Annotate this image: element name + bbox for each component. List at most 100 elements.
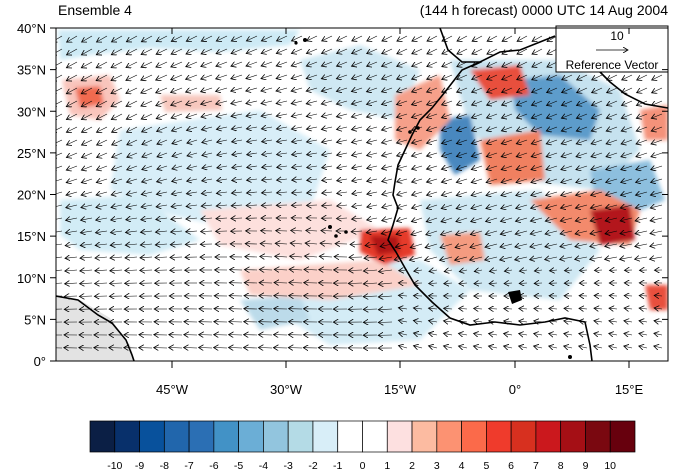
wind-vector xyxy=(442,101,453,105)
wind-vector xyxy=(456,205,468,209)
colorbar-swatch xyxy=(188,420,215,453)
wind-vector xyxy=(367,75,378,79)
colorbar-label: -6 xyxy=(209,460,218,471)
wind-vector xyxy=(560,257,573,260)
wind-vector xyxy=(546,153,558,157)
wind-vector xyxy=(532,35,543,41)
wind-vector xyxy=(246,35,258,41)
wind-vector xyxy=(378,283,393,284)
wind-vector xyxy=(82,139,93,145)
wind-vector xyxy=(322,179,333,181)
wind-vector xyxy=(470,257,483,260)
wind-vector xyxy=(427,88,438,92)
wind-vector xyxy=(97,139,108,145)
wind-vector xyxy=(337,127,348,130)
wind-vector xyxy=(217,140,228,142)
wind-vector xyxy=(622,74,633,80)
wind-vector xyxy=(246,101,258,104)
wind-vector xyxy=(531,127,543,131)
wind-vector xyxy=(550,270,558,271)
lat-label: 40°N xyxy=(17,21,46,36)
wind-vector xyxy=(575,205,588,208)
wind-vector xyxy=(575,231,588,234)
wind-vector xyxy=(441,166,453,169)
wind-vector xyxy=(412,153,423,156)
wind-vector xyxy=(352,179,363,181)
wind-vector xyxy=(516,140,528,144)
wind-vector xyxy=(171,61,183,67)
colorbar-label: 9 xyxy=(583,460,589,471)
wind-vector xyxy=(651,179,663,182)
wind-vector xyxy=(621,192,633,195)
wind-vector xyxy=(412,88,423,92)
colorbar-swatch xyxy=(510,420,537,453)
wind-vector xyxy=(409,257,423,260)
wind-vector xyxy=(337,140,348,142)
wind-vector xyxy=(96,218,108,220)
wind-vector xyxy=(352,166,363,168)
wind-vector xyxy=(262,192,273,193)
wind-vector xyxy=(336,101,348,104)
wind-vector xyxy=(157,166,168,169)
wind-vector xyxy=(322,192,333,193)
wind-vector xyxy=(519,321,528,322)
wind-vector xyxy=(231,205,243,206)
wind-vector xyxy=(156,231,168,232)
wind-vector xyxy=(620,244,633,247)
wind-vector xyxy=(156,74,168,80)
wind-vector xyxy=(56,152,63,158)
wind-vector xyxy=(444,346,453,348)
wind-vector xyxy=(502,61,513,67)
wind-vector xyxy=(652,87,663,93)
wind-vector xyxy=(275,256,288,257)
wind-vector xyxy=(56,269,63,271)
wind-vector xyxy=(456,153,468,157)
wind-vector xyxy=(577,100,588,106)
wind-vector xyxy=(591,114,603,118)
colorbar-swatch xyxy=(213,420,239,453)
wind-vector xyxy=(96,179,108,183)
wind-vector xyxy=(336,75,348,79)
wind-vector xyxy=(382,218,393,221)
wind-vector xyxy=(127,153,138,157)
wind-vector xyxy=(378,322,393,323)
wind-vector xyxy=(397,114,408,117)
wind-vector xyxy=(531,192,543,195)
wind-vector xyxy=(398,295,408,296)
longitude-axis: 45°W 30°W 15°W 0° 15°E xyxy=(156,28,643,397)
wind-vector xyxy=(594,321,603,322)
colorbar-label: 4 xyxy=(459,460,465,471)
wind-vector xyxy=(291,62,303,66)
coast-iberia xyxy=(439,28,556,63)
wind-vector xyxy=(579,346,588,348)
wind-vector xyxy=(382,48,393,54)
wind-vector xyxy=(427,127,438,131)
wind-vector xyxy=(262,140,273,142)
wind-vector xyxy=(560,231,573,234)
colorbar-swatch xyxy=(312,420,339,453)
wind-vector xyxy=(516,205,528,208)
wind-vector xyxy=(519,308,528,309)
wind-vector xyxy=(81,48,93,55)
wind-vector xyxy=(67,35,78,42)
wind-vector xyxy=(605,218,618,221)
wind-vector xyxy=(471,166,483,170)
wind-vector xyxy=(156,100,168,106)
wind-vector xyxy=(622,87,633,93)
wind-vector xyxy=(363,309,378,310)
colorbar-swatch xyxy=(139,420,165,453)
wind-vector xyxy=(246,48,258,54)
wind-vector xyxy=(595,270,603,271)
wind-vector xyxy=(562,87,573,93)
wind-vector xyxy=(352,140,363,143)
wind-vector xyxy=(549,308,558,309)
wind-vector xyxy=(217,153,228,155)
wind-vector xyxy=(606,140,618,144)
lat-label: 30°N xyxy=(17,104,46,119)
wind-vector xyxy=(142,139,153,145)
colorbar-label: -8 xyxy=(160,460,169,471)
wind-vector xyxy=(650,205,663,208)
canary-island xyxy=(408,130,412,134)
wind-vector xyxy=(157,140,168,144)
wind-vector xyxy=(591,127,603,131)
